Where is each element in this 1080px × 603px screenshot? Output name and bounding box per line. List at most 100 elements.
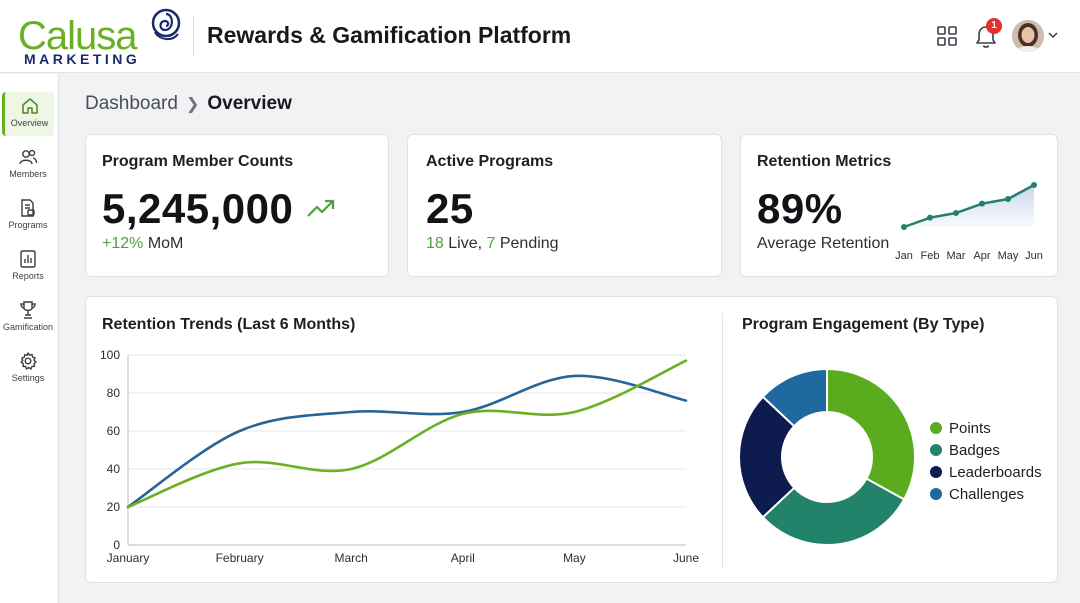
- notifications-button[interactable]: 1: [974, 18, 1002, 50]
- x-tick-label: April: [451, 551, 475, 565]
- logo-swirl-icon: [151, 8, 181, 40]
- card-title: Program Member Counts: [102, 153, 294, 170]
- sparkline-month-label: Apr: [973, 250, 990, 262]
- legend-swatch: [930, 466, 942, 478]
- legend-item: Points: [930, 417, 1042, 439]
- legend-label: Badges: [949, 441, 1000, 459]
- notification-badge: 1: [986, 18, 1002, 34]
- line-chart-title: Retention Trends (Last 6 Months): [102, 316, 356, 333]
- grid-icon: [937, 26, 957, 46]
- sidebar-item-gamification[interactable]: Gamification: [2, 296, 54, 340]
- sparkline-month-label: Jun: [1025, 250, 1043, 262]
- legend-swatch: [930, 422, 942, 434]
- sparkline-month-label: Mar: [947, 250, 966, 262]
- avatar-image: [1012, 20, 1044, 52]
- pending-label: Pending: [499, 235, 559, 252]
- donut-slice-badges: [761, 477, 906, 546]
- donut-slice-points: [826, 367, 916, 501]
- y-tick-label: 60: [107, 424, 121, 438]
- x-tick-label: February: [216, 551, 264, 565]
- users-icon: [19, 149, 38, 165]
- member-count-value: 5,245,000: [102, 185, 294, 232]
- breadcrumb: Dashboard ❯ Overview: [85, 93, 292, 117]
- sidebar: Overview Members Programs Reports: [0, 74, 59, 603]
- x-tick-label: January: [107, 551, 150, 565]
- legend-swatch: [930, 444, 942, 456]
- card-title: Retention Metrics: [757, 153, 892, 170]
- home-icon: [21, 98, 38, 114]
- sidebar-item-programs[interactable]: Programs: [2, 194, 54, 238]
- x-tick-label: March: [335, 551, 368, 565]
- app-title: Rewards & Gamification Platform: [207, 22, 572, 48]
- series-line: [126, 374, 688, 509]
- logo-wordmark: Calusa: [18, 14, 138, 58]
- chevron-down-icon[interactable]: [1047, 30, 1059, 40]
- member-change-period: MoM: [147, 235, 184, 252]
- reports-icon: [20, 250, 36, 268]
- logo-subtitle: MARKETING: [24, 51, 141, 67]
- y-tick-label: 80: [107, 386, 121, 400]
- programs-icon: [21, 199, 35, 217]
- calusa-logo[interactable]: Calusa MARKETING: [18, 6, 188, 68]
- legend-item: Challenges: [930, 483, 1042, 505]
- live-count: 18: [426, 235, 444, 252]
- member-counts-card: Program Member Counts 5,245,000 +12% MoM: [85, 134, 389, 277]
- panel-divider: [722, 313, 723, 568]
- retention-sparkline: Jan Feb Mar Apr May Jun: [895, 182, 1043, 262]
- breadcrumb-dashboard[interactable]: Dashboard: [85, 93, 178, 114]
- y-tick-label: 100: [100, 348, 120, 362]
- breadcrumb-chevron-icon: ❯: [185, 96, 200, 113]
- y-tick-label: 0: [113, 538, 120, 552]
- x-tick-label: June: [673, 551, 699, 565]
- sidebar-item-label: Reports: [12, 271, 44, 281]
- gear-icon: [20, 352, 37, 370]
- sidebar-item-label: Settings: [11, 373, 45, 383]
- legend-label: Challenges: [949, 485, 1025, 503]
- member-change-percent: +12%: [102, 235, 144, 252]
- sidebar-item-overview[interactable]: Overview: [2, 92, 54, 136]
- sparkline-point: [979, 200, 985, 207]
- legend-label: Leaderboards: [949, 463, 1042, 481]
- sparkline-area: [904, 185, 1034, 227]
- sparkline-point: [1031, 182, 1037, 188]
- retention-trends-chart: 0 20 40 60 80 100 January February March April May…: [100, 348, 699, 565]
- sparkline-point: [927, 214, 933, 221]
- active-programs-card: Active Programs 25 18 Live, 7 Pending: [407, 134, 722, 277]
- y-tick-label: 20: [107, 500, 121, 514]
- sparkline-month-label: Feb: [921, 250, 940, 262]
- user-avatar[interactable]: [1012, 20, 1044, 52]
- trending-up-icon: [307, 199, 335, 217]
- donut-chart-title: Program Engagement (By Type): [742, 316, 985, 333]
- retention-metrics-card: Retention Metrics 89% Average Retention …: [740, 134, 1058, 277]
- sidebar-item-members[interactable]: Members: [2, 143, 54, 187]
- retention-value: 89%: [757, 185, 843, 232]
- sidebar-item-label: Members: [9, 169, 47, 179]
- sidebar-item-settings[interactable]: Settings: [2, 347, 54, 391]
- legend-item: Leaderboards: [930, 461, 1042, 483]
- sparkline-point: [901, 224, 907, 230]
- breadcrumb-current: Overview: [207, 93, 292, 114]
- legend-label: Points: [949, 419, 991, 437]
- sparkline-point: [953, 210, 959, 216]
- sparkline-month-label: Jan: [895, 250, 913, 262]
- apps-button[interactable]: [935, 24, 959, 48]
- y-tick-label: 40: [107, 462, 121, 476]
- sidebar-item-label: Programs: [8, 220, 48, 230]
- legend-swatch: [930, 488, 942, 500]
- x-tick-label: May: [563, 551, 586, 565]
- sparkline-line: [903, 183, 1035, 229]
- active-programs-value: 25: [426, 185, 474, 232]
- header-divider: [193, 16, 194, 56]
- retention-subtitle: Average Retention: [757, 235, 890, 252]
- member-change: +12% MoM: [102, 235, 183, 253]
- engagement-donut-chart: [738, 367, 916, 546]
- sparkline-month-label: May: [998, 250, 1019, 262]
- donut-slice-challenges: [761, 367, 828, 428]
- sidebar-item-reports[interactable]: Reports: [2, 245, 54, 289]
- series-line: [126, 359, 688, 509]
- sidebar-item-label: Overview: [10, 118, 49, 128]
- top-header: Calusa MARKETING Rewards & Gamification …: [0, 0, 1080, 73]
- sparkline-point: [1005, 196, 1011, 202]
- pending-count: 7: [486, 235, 496, 252]
- programs-status: 18 Live, 7 Pending: [426, 235, 559, 253]
